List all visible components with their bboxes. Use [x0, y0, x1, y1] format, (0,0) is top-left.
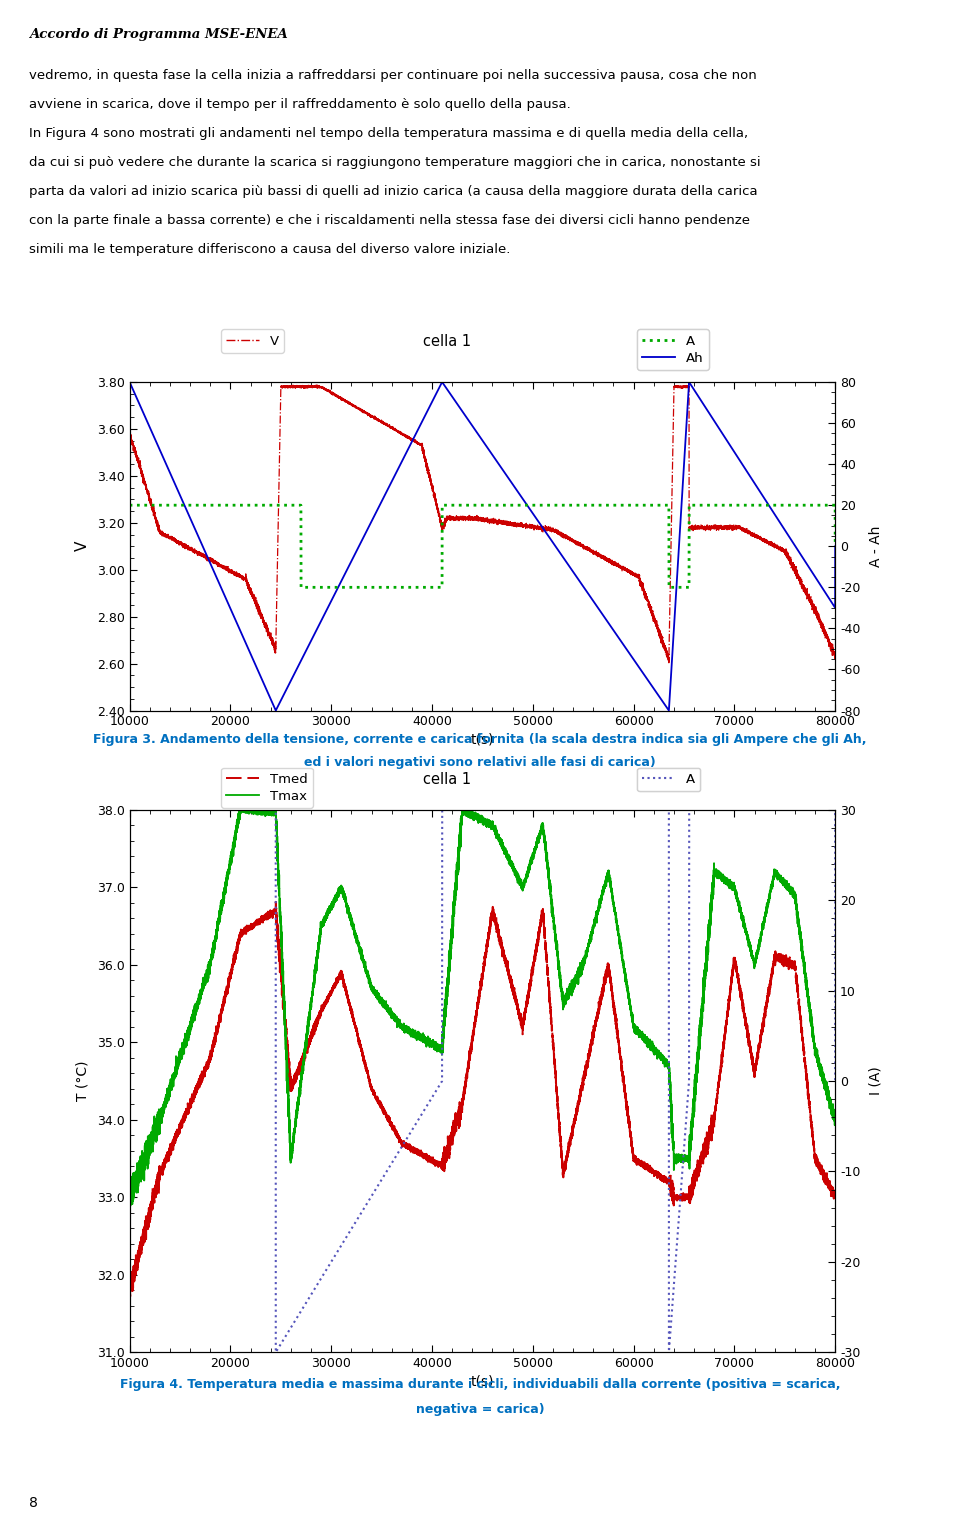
Tmed: [124, 1282, 135, 1300]
A: [761, 497, 773, 515]
Y-axis label: I (A): I (A): [869, 1067, 883, 1096]
V: [761, 533, 773, 552]
Text: 8: 8: [29, 1496, 37, 1510]
A: [288, 1313, 300, 1331]
Ah: [663, 701, 675, 720]
V: [829, 648, 841, 666]
A: [283, 1322, 295, 1340]
A: [390, 1148, 401, 1166]
Text: vedremo, in questa fase la cella inizia a raffreddarsi per continuare poi nella : vedremo, in questa fase la cella inizia …: [29, 69, 756, 83]
A: [288, 497, 300, 515]
Tmed: [761, 996, 773, 1015]
Text: avviene in scarica, dove il tempo per il raffreddamento è solo quello della paus: avviene in scarica, dove il tempo per il…: [29, 98, 570, 112]
A: [235, 497, 247, 515]
Text: cella 1: cella 1: [423, 772, 471, 787]
Tmax: [829, 1114, 841, 1132]
Text: Figura 4. Temperatura media e massima durante i cicli, individuabili dalla corre: Figura 4. Temperatura media e massima du…: [120, 1378, 840, 1392]
X-axis label: t(s): t(s): [470, 732, 494, 747]
Y-axis label: A - Ah: A - Ah: [869, 526, 883, 567]
V: [390, 422, 401, 440]
Tmed: [125, 1287, 136, 1305]
Ah: [761, 494, 773, 512]
Tmed: [283, 1057, 295, 1076]
Line: Ah: Ah: [130, 382, 835, 711]
Line: Tmed: Tmed: [130, 902, 835, 1296]
Tmed: [390, 1122, 401, 1140]
Text: ed i valori negativi sono relativi alle fasi di carica): ed i valori negativi sono relativi alle …: [304, 756, 656, 770]
Text: da cui si può vedere che durante la scarica si raggiungono temperature maggiori : da cui si può vedere che durante la scar…: [29, 156, 760, 170]
A: [296, 578, 307, 596]
Ah: [285, 672, 297, 691]
Tmax: [234, 801, 246, 819]
Tmax: [283, 1100, 295, 1118]
Y-axis label: V: V: [75, 541, 90, 552]
A: [390, 578, 401, 596]
Line: A: A: [130, 506, 835, 587]
V: [288, 377, 300, 396]
Tmax: [390, 1010, 401, 1028]
Ah: [283, 675, 295, 694]
Tmax: [288, 1129, 300, 1148]
Text: Figura 3. Andamento della tensione, corrente e carica fornita (la scala destra i: Figura 3. Andamento della tensione, corr…: [93, 733, 867, 747]
Line: V: V: [130, 385, 835, 663]
Text: negativa = carica): negativa = carica): [416, 1403, 544, 1416]
Ah: [288, 665, 300, 683]
Line: A: A: [130, 810, 835, 1352]
A: [270, 1343, 281, 1361]
A: [235, 801, 247, 819]
Text: Accordo di Programma MSE-ENEA: Accordo di Programma MSE-ENEA: [29, 28, 288, 41]
Legend: A, Ah: A, Ah: [637, 330, 708, 370]
Text: simili ma le temperature differiscono a causa del diverso valore iniziale.: simili ma le temperature differiscono a …: [29, 243, 510, 257]
Ah: [390, 465, 401, 483]
V: [124, 423, 135, 442]
V: [663, 654, 675, 672]
Text: parta da valori ad inizio scarica più bassi di quelli ad inizio carica (a causa : parta da valori ad inizio scarica più ba…: [29, 185, 757, 199]
Ah: [829, 536, 841, 555]
Text: con la parte finale a bassa corrente) e che i riscaldamenti nella stessa fase de: con la parte finale a bassa corrente) e …: [29, 214, 750, 228]
Tmax: [124, 1189, 135, 1207]
Tmed: [288, 1071, 300, 1089]
Tmax: [125, 1196, 136, 1215]
Tmax: [285, 1141, 297, 1160]
Tmed: [270, 892, 281, 911]
V: [311, 376, 323, 394]
Tmed: [235, 924, 247, 943]
A: [283, 497, 295, 515]
Tmax: [761, 894, 773, 912]
Text: cella 1: cella 1: [423, 335, 471, 348]
Tmed: [285, 1074, 297, 1093]
A: [761, 801, 773, 819]
Tmed: [829, 1187, 841, 1206]
V: [283, 377, 295, 396]
V: [285, 376, 297, 394]
Legend: A: A: [637, 767, 701, 792]
Ah: [124, 373, 135, 391]
A: [285, 1319, 297, 1337]
Text: In Figura 4 sono mostrati gli andamenti nel tempo della temperatura massima e di: In Figura 4 sono mostrati gli andamenti …: [29, 127, 748, 141]
Y-axis label: T (°C): T (°C): [76, 1060, 90, 1102]
A: [829, 536, 841, 555]
A: [285, 497, 297, 515]
A: [124, 801, 135, 819]
Ah: [235, 623, 247, 642]
Line: Tmax: Tmax: [130, 810, 835, 1206]
Tmax: [235, 802, 247, 821]
A: [829, 1073, 841, 1091]
X-axis label: t(s): t(s): [470, 1374, 494, 1389]
A: [124, 497, 135, 515]
V: [235, 568, 247, 587]
